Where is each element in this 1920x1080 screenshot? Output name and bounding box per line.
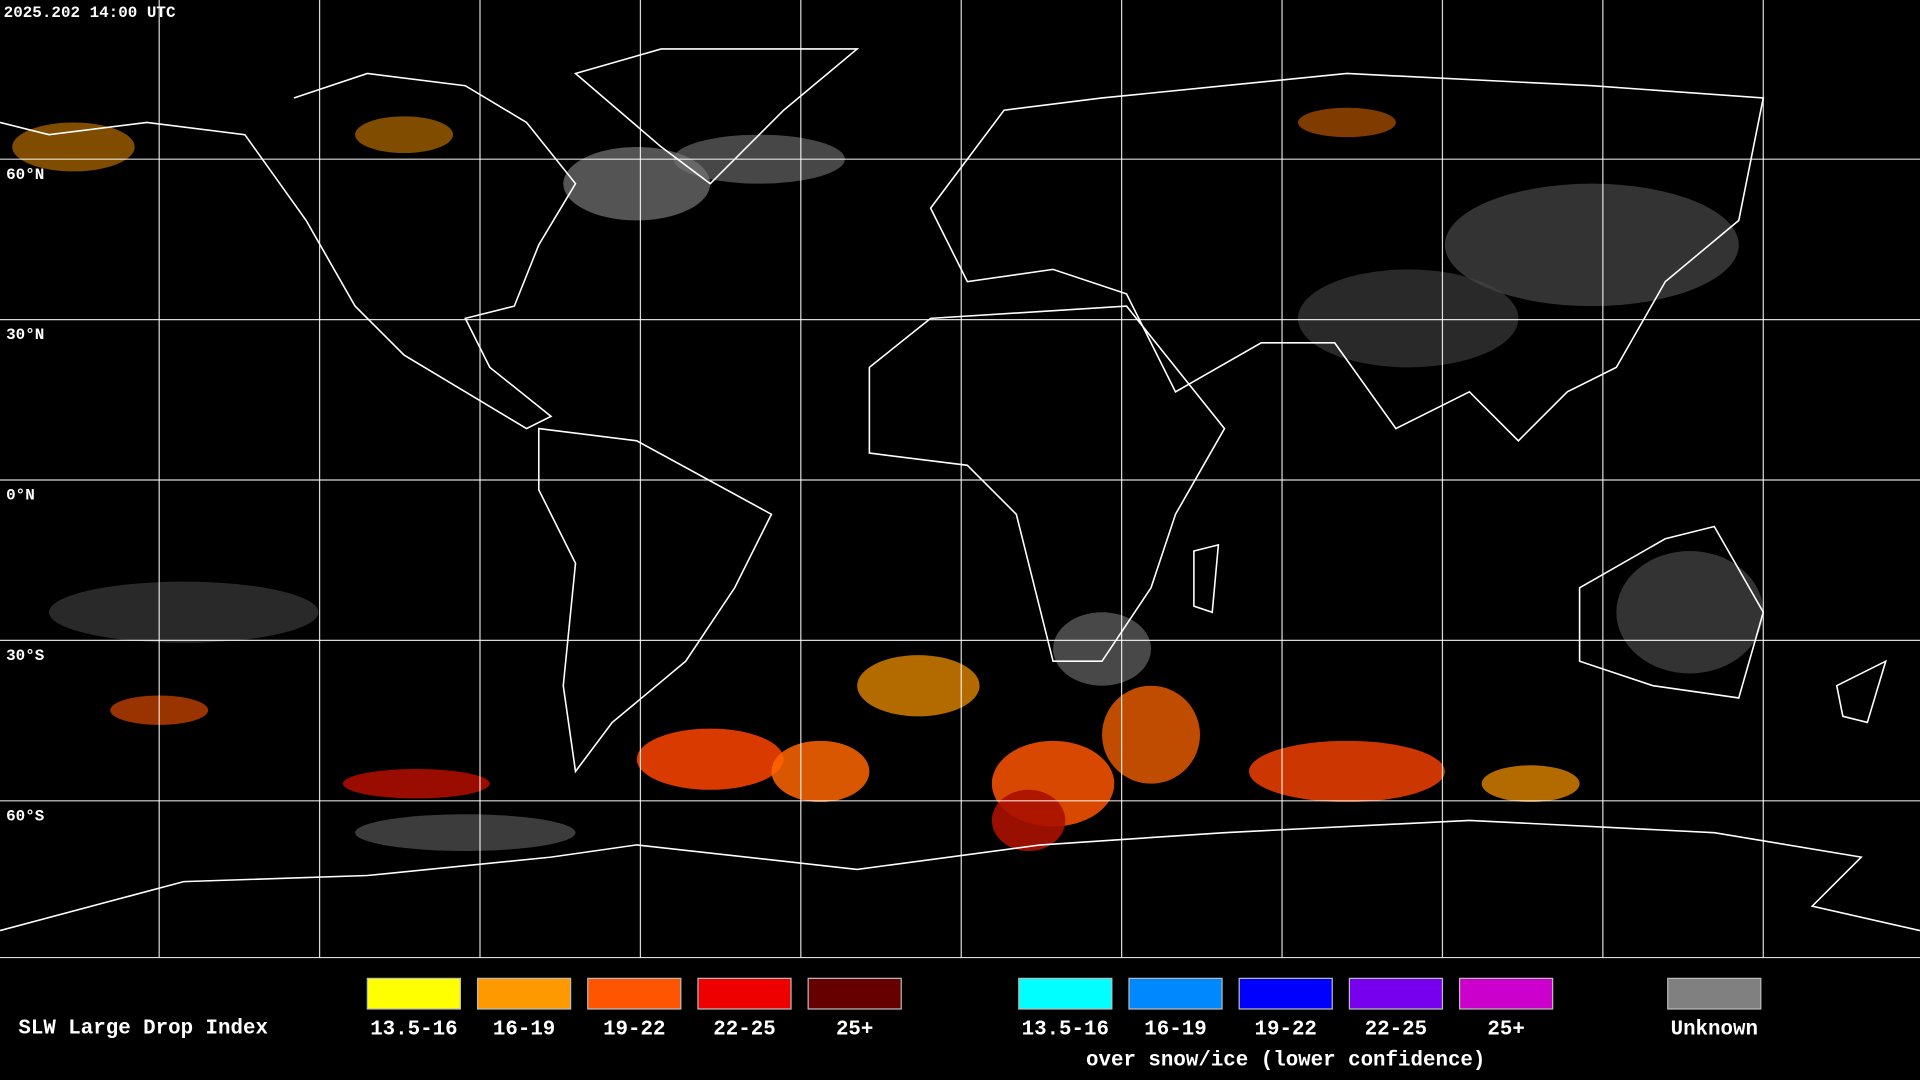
- cloud-patches: [12, 107, 1764, 852]
- legend-swatch: [807, 977, 902, 1010]
- legend-label: 16-19: [493, 1019, 555, 1042]
- legend-label: 19-22: [603, 1019, 665, 1042]
- legend-swatch: [1667, 977, 1762, 1010]
- legend-swatch: [1458, 977, 1554, 1010]
- legend-swatch: [366, 977, 462, 1010]
- coastlines: [0, 48, 1920, 932]
- legend: SLW Large Drop Index 13.5-16 16-19 19-22 22…: [18, 977, 1762, 1072]
- legend-swatch: [697, 977, 792, 1010]
- legend-label: Unknown: [1671, 1019, 1758, 1042]
- legend-swatch: [587, 977, 682, 1010]
- legend-swatch: [1018, 977, 1113, 1010]
- legend-label: 16-19: [1144, 1019, 1206, 1042]
- legend-label: 19-22: [1255, 1019, 1317, 1042]
- latitude-label: 60°S: [6, 807, 45, 825]
- legend-label: 25+: [836, 1019, 873, 1042]
- latitude-label: 30°S: [6, 647, 45, 665]
- legend-caption: over snow/ice (lower confidence): [1086, 1049, 1485, 1072]
- legend-swatch: [1238, 977, 1333, 1010]
- legend-swatch: [1128, 977, 1223, 1010]
- legend-label: 22-25: [1365, 1019, 1427, 1042]
- timestamp: 2025.202 14:00 UTC: [4, 4, 176, 22]
- latitude-label: 0°N: [6, 487, 35, 505]
- legend-swatch: [1348, 977, 1444, 1010]
- legend-label: 13.5-16: [1022, 1019, 1109, 1042]
- legend-title: SLW Large Drop Index: [18, 1017, 268, 1040]
- latitude-label: 60°N: [6, 166, 44, 184]
- legend-label: 25+: [1487, 1019, 1524, 1042]
- legend-swatch: [476, 977, 572, 1010]
- graticule: 60°N 30°N 0°N 30°S 60°S: [0, 0, 1920, 959]
- latitude-label: 30°N: [6, 326, 44, 344]
- legend-label: 22-25: [713, 1019, 775, 1042]
- legend-label: 13.5-16: [370, 1019, 457, 1042]
